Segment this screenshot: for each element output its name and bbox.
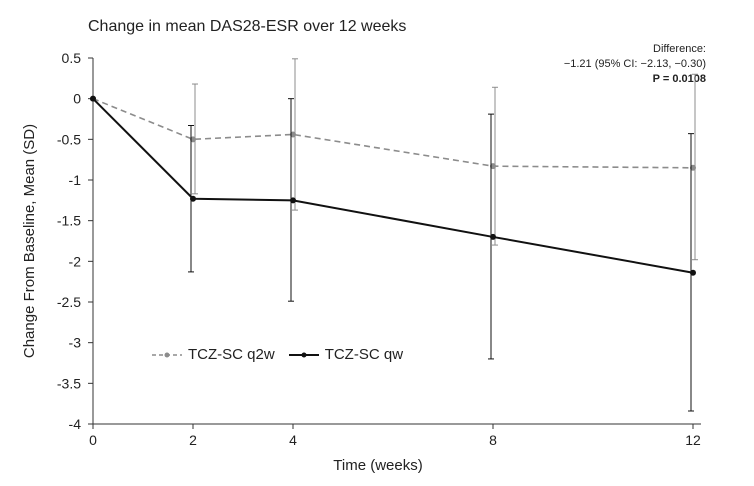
y-axis-label: Change From Baseline, Mean (SD) bbox=[21, 124, 38, 358]
y-tick-label: -3.5 bbox=[57, 375, 81, 391]
chart-title: Change in mean DAS28-ESR over 12 weeks bbox=[88, 18, 407, 35]
x-axis-label: Time (weeks) bbox=[333, 457, 422, 474]
legend-label-q2w: TCZ-SC q2w bbox=[188, 346, 275, 363]
x-tick-label: 0 bbox=[89, 432, 97, 448]
series-line-tcz-sc-q2w bbox=[92, 97, 694, 169]
y-tick-label: -0.5 bbox=[57, 131, 81, 147]
data-point-tcz-sc-qw bbox=[690, 269, 696, 276]
y-tick-label: -1 bbox=[69, 172, 82, 188]
y-tick-label: -2.5 bbox=[57, 294, 81, 310]
y-tick-label: 0 bbox=[73, 91, 81, 107]
legend-item-qw: TCZ-SC qw bbox=[288, 346, 404, 363]
annotation-pvalue: P = 0.0108 bbox=[652, 73, 706, 85]
data-point-tcz-sc-qw bbox=[290, 197, 296, 204]
x-tick-label: 8 bbox=[489, 432, 497, 448]
annotation-line2: −1.21 (95% CI: −2.13, −0.30) bbox=[563, 58, 706, 70]
legend-label-qw: TCZ-SC qw bbox=[324, 346, 404, 363]
data-point-tcz-sc-qw bbox=[190, 195, 196, 202]
x-tick-label: 12 bbox=[685, 432, 701, 448]
difference-annotation: Difference: −1.21 (95% CI: −2.13, −0.30)… bbox=[564, 42, 706, 87]
legend-swatch-q2w bbox=[152, 352, 182, 357]
legend: TCZ-SC q2w TCZ-SC qw bbox=[152, 346, 417, 363]
y-tick-label: -4 bbox=[69, 416, 82, 432]
data-point-tcz-sc-qw bbox=[490, 233, 496, 240]
series-line-tcz-sc-qw bbox=[92, 97, 694, 274]
annotation-line1: Difference: bbox=[653, 43, 706, 55]
data-point-tcz-sc-qw bbox=[90, 95, 96, 102]
x-tick-label: 2 bbox=[189, 432, 197, 448]
y-tick-label: -2 bbox=[69, 253, 82, 269]
y-tick-label: -1.5 bbox=[57, 213, 81, 229]
y-tick-label: -3 bbox=[69, 335, 82, 351]
y-tick-label: 0.5 bbox=[62, 50, 82, 66]
legend-swatch-qw bbox=[288, 352, 319, 357]
legend-item-q2w: TCZ-SC q2w bbox=[152, 346, 275, 363]
x-tick-label: 4 bbox=[289, 432, 297, 448]
